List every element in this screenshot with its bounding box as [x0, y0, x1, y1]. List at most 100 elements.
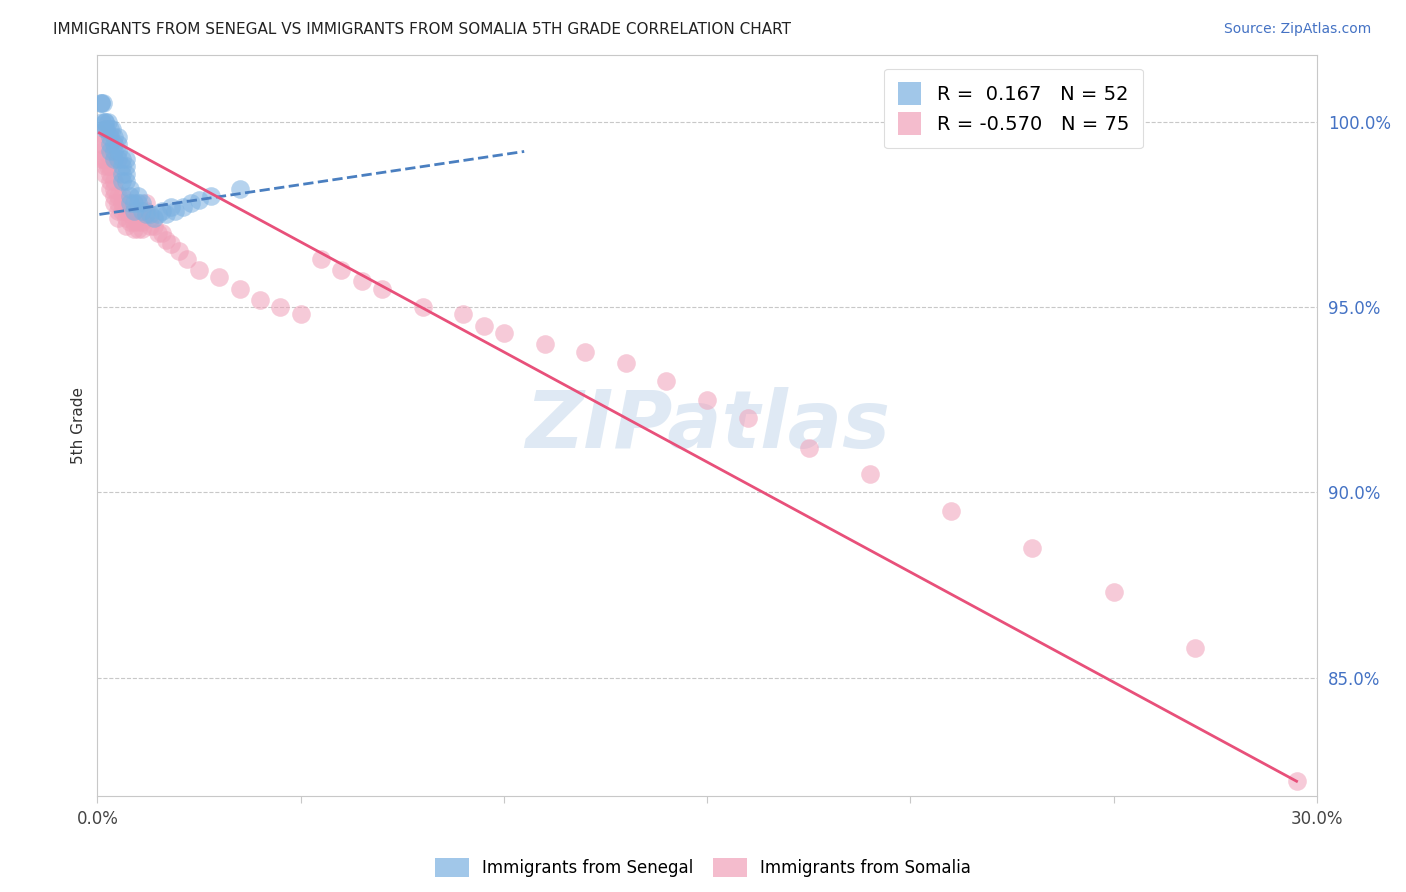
Point [114, 174, 136, 188]
Point [1102, 585, 1125, 599]
Point [127, 215, 149, 229]
Point [200, 189, 222, 203]
Point [122, 203, 145, 218]
Point [939, 504, 962, 518]
Point [107, 136, 129, 151]
Point [118, 207, 141, 221]
Point [159, 237, 181, 252]
Point [180, 196, 202, 211]
Point [118, 189, 141, 203]
Point [143, 211, 166, 226]
Point [98, 167, 121, 181]
Point [131, 203, 153, 218]
Point [107, 145, 129, 159]
Point [111, 203, 134, 218]
Point [139, 219, 162, 233]
Point [122, 222, 145, 236]
Point [135, 203, 157, 218]
Point [139, 211, 162, 226]
Point [103, 129, 125, 144]
Point [737, 411, 759, 425]
Point [290, 308, 312, 322]
Point [309, 252, 332, 266]
Point [163, 203, 186, 218]
Point [118, 181, 141, 195]
Point [1021, 541, 1043, 555]
Point [492, 326, 515, 340]
Point [472, 318, 495, 333]
Point [114, 152, 136, 166]
Text: IMMIGRANTS FROM SENEGAL VS IMMIGRANTS FROM SOMALIA 5TH GRADE CORRELATION CHART: IMMIGRANTS FROM SENEGAL VS IMMIGRANTS FR… [53, 22, 792, 37]
Point [91, 115, 114, 129]
Point [797, 441, 820, 455]
Point [96, 122, 118, 136]
Point [127, 189, 149, 203]
Point [94, 167, 117, 181]
Point [90, 152, 112, 166]
Point [114, 167, 136, 181]
Point [107, 189, 129, 203]
Point [135, 196, 157, 211]
Point [114, 203, 136, 218]
Point [152, 203, 174, 218]
Point [111, 196, 134, 211]
Point [188, 263, 211, 277]
Point [98, 174, 121, 188]
Point [208, 270, 231, 285]
Text: Source: ZipAtlas.com: Source: ZipAtlas.com [1223, 22, 1371, 37]
Point [98, 145, 121, 159]
Point [98, 159, 121, 173]
Point [152, 226, 174, 240]
Legend: Immigrants from Senegal, Immigrants from Somalia: Immigrants from Senegal, Immigrants from… [429, 851, 977, 884]
Point [111, 159, 134, 173]
Point [172, 200, 194, 214]
Point [96, 159, 118, 173]
Y-axis label: 5th Grade: 5th Grade [72, 387, 86, 464]
Point [96, 115, 118, 129]
Point [155, 233, 177, 247]
Point [103, 152, 125, 166]
Point [103, 181, 125, 195]
Point [412, 300, 434, 314]
Point [135, 207, 157, 221]
Point [228, 181, 250, 195]
Point [107, 129, 129, 144]
Point [94, 159, 117, 173]
Point [574, 344, 596, 359]
Point [614, 356, 637, 370]
Point [103, 136, 125, 151]
Point [1285, 774, 1308, 789]
Point [98, 129, 121, 144]
Point [167, 244, 190, 259]
Point [98, 136, 121, 151]
Point [98, 122, 121, 136]
Point [103, 189, 125, 203]
Point [127, 222, 149, 236]
Point [696, 392, 718, 407]
Point [176, 252, 198, 266]
Point [107, 211, 129, 226]
Point [371, 281, 394, 295]
Point [655, 374, 678, 388]
Point [188, 193, 211, 207]
Point [533, 337, 555, 351]
Point [111, 152, 134, 166]
Point [103, 145, 125, 159]
Point [228, 281, 250, 295]
Point [89, 126, 111, 140]
Point [100, 122, 122, 136]
Point [143, 219, 166, 233]
Text: ZIPatlas: ZIPatlas [524, 386, 890, 465]
Legend: R =  0.167   N = 52, R = -0.570   N = 75: R = 0.167 N = 52, R = -0.570 N = 75 [884, 69, 1143, 148]
Point [94, 115, 117, 129]
Point [114, 211, 136, 226]
Point [131, 196, 153, 211]
Point [155, 207, 177, 221]
Point [91, 145, 114, 159]
Point [103, 174, 125, 188]
Point [139, 207, 162, 221]
Point [94, 152, 117, 166]
Point [131, 215, 153, 229]
Point [90, 96, 112, 111]
Point [103, 196, 125, 211]
